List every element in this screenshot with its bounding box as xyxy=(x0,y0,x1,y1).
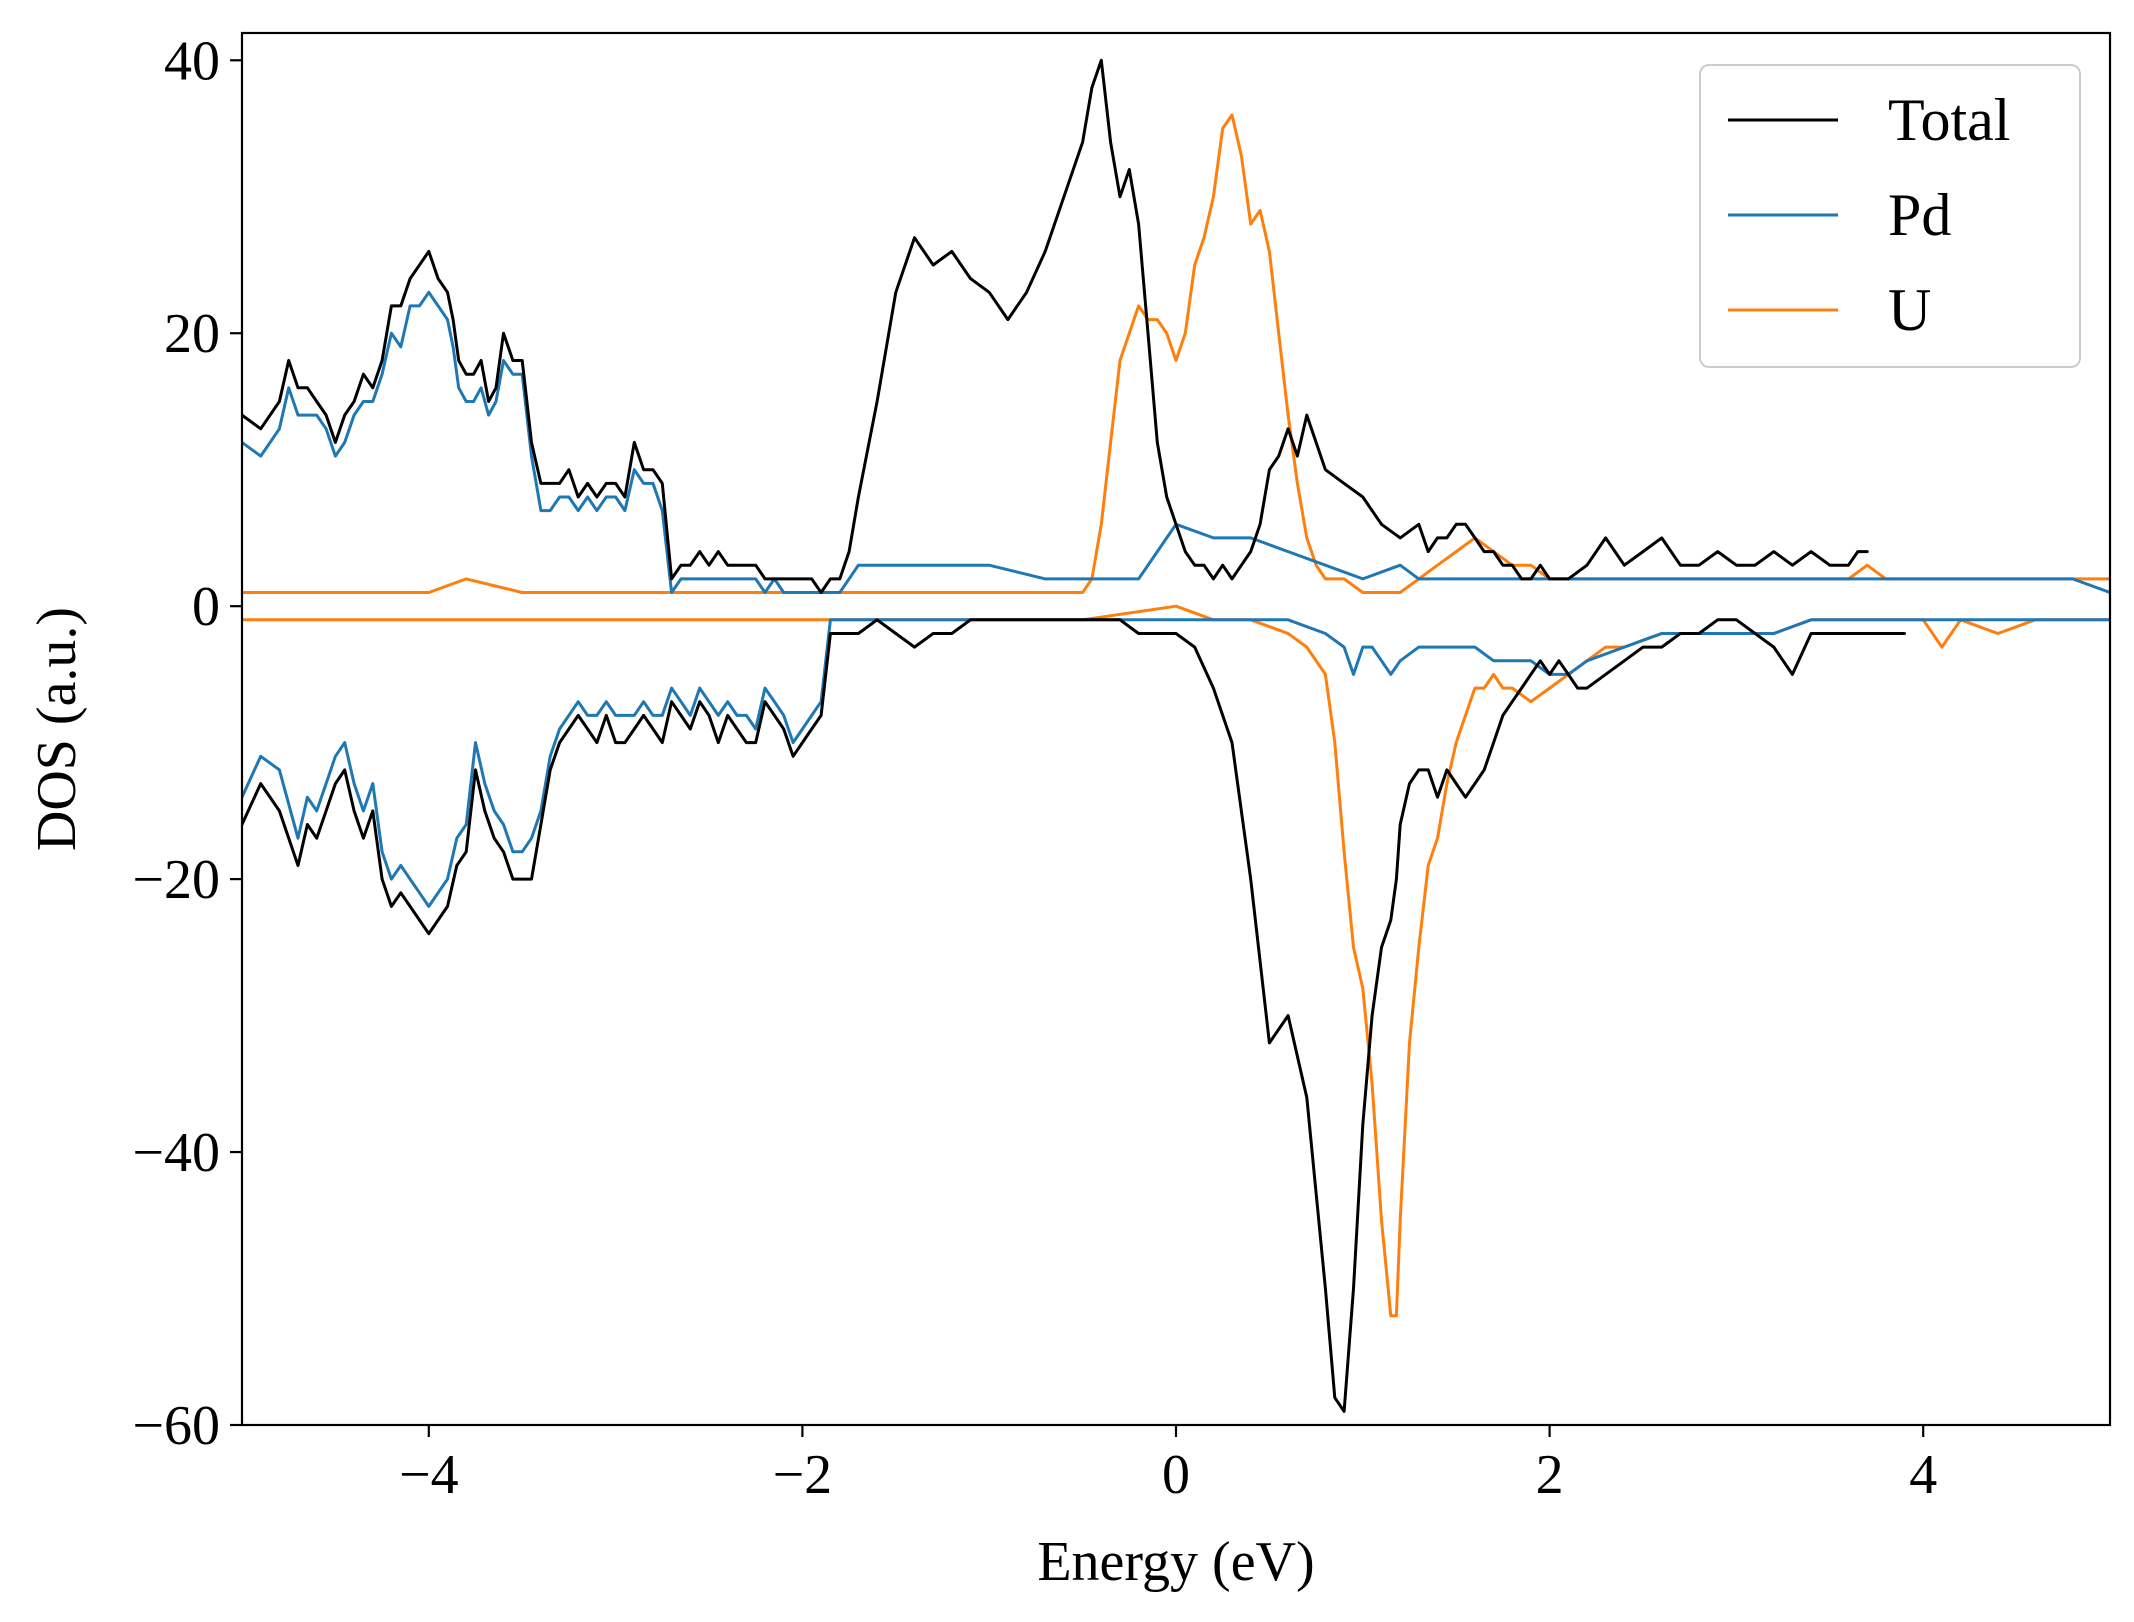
x-tick-label: 2 xyxy=(1536,1444,1564,1506)
y-tick-label: 40 xyxy=(164,30,220,92)
y-tick-label: −60 xyxy=(132,1395,220,1457)
series-line-u-down xyxy=(242,604,2110,1318)
x-axis-label: Energy (eV) xyxy=(1037,1531,1314,1593)
series-line-total-up xyxy=(242,58,1869,594)
y-axis-label: DOS (a.u.) xyxy=(26,607,88,851)
x-tick-label: 0 xyxy=(1162,1444,1190,1506)
series-line-pd-down xyxy=(242,618,2110,908)
y-tick-label: −20 xyxy=(132,849,220,911)
x-tick-label: 4 xyxy=(1909,1444,1937,1506)
legend-box xyxy=(1699,64,2081,368)
legend: Total Pd U xyxy=(1699,64,2081,368)
legend-label-pd: Pd xyxy=(1888,182,1951,248)
y-tick-label: 20 xyxy=(164,303,220,365)
y-tick-label: 0 xyxy=(192,576,220,638)
legend-label-total: Total xyxy=(1888,87,2010,153)
series-lines xyxy=(242,58,2110,1413)
y-tick-label: −40 xyxy=(132,1122,220,1184)
legend-label-u: U xyxy=(1888,277,1931,343)
x-tick-label: −2 xyxy=(773,1444,833,1506)
series-line-total-down xyxy=(242,618,1906,1413)
x-tick-label: −4 xyxy=(399,1444,459,1506)
